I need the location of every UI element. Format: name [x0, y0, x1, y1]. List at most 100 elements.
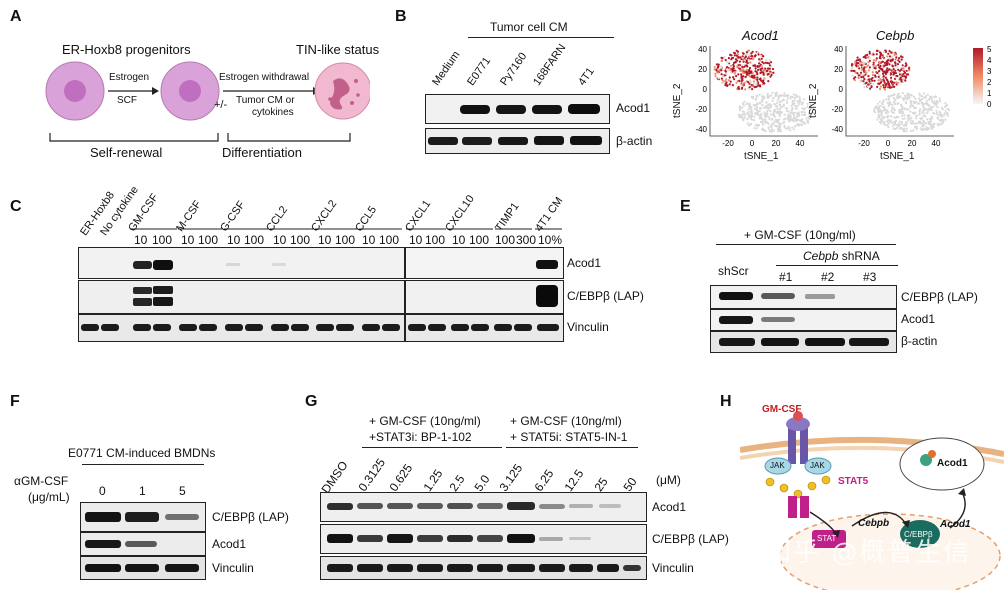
tsne-point: [771, 99, 774, 102]
tsne-xlabel-acod1: tSNE_1: [744, 151, 779, 162]
tsne-point: [782, 103, 785, 106]
tsne-point: [912, 129, 915, 132]
tsne-point: [918, 110, 921, 113]
dose: 100: [379, 233, 400, 247]
tsne-point: [946, 107, 949, 110]
tsne-point: [901, 117, 904, 120]
tsne-point: [903, 114, 906, 117]
tsne-point: [771, 67, 775, 71]
tsne-point: [900, 80, 903, 83]
tsne-point: [732, 63, 735, 66]
tsne-point: [922, 124, 925, 127]
tsne-point: [879, 52, 883, 55]
tsne-point: [776, 94, 779, 97]
tsne-point: [882, 79, 886, 82]
tsne-point: [793, 125, 797, 128]
tsne-point: [919, 127, 922, 130]
tsne-point: [909, 104, 912, 107]
tsne-point: [714, 75, 717, 78]
panel-f-blot-cebpb: [80, 502, 206, 532]
tsne-point: [905, 127, 909, 130]
tsne-point: [883, 50, 886, 53]
tsne-point: [944, 109, 947, 112]
tsne-point: [738, 65, 741, 68]
tsne-point: [800, 123, 803, 126]
tsne-point: [768, 118, 771, 121]
tsne-point: [878, 100, 881, 103]
tsne-point: [920, 117, 923, 120]
tsne-point: [872, 59, 875, 62]
tsne-point: [746, 118, 749, 121]
tsne-point: [754, 77, 757, 80]
tsne-point: [720, 69, 723, 72]
panel-f-row-vinculin: Vinculin: [212, 561, 254, 575]
tsne-point: [929, 119, 932, 123]
tsne-point: [774, 92, 777, 95]
tsne-point: [792, 114, 796, 117]
tsne-point: [917, 97, 921, 100]
tsne-point: [875, 105, 878, 108]
tsne-point: [764, 61, 767, 64]
tsne-point: [785, 109, 788, 113]
tsne-point: [720, 77, 723, 80]
tsne-point: [749, 61, 752, 64]
tsne-point: [793, 128, 796, 131]
panel-g-line-right: [506, 447, 638, 448]
tsne-point: [894, 69, 897, 72]
tsne-point: [785, 99, 789, 102]
tsne-point: [897, 123, 900, 126]
tsne-point: [792, 93, 795, 96]
tsne-point: [902, 99, 905, 102]
tsne-point: [745, 103, 748, 106]
tsne-point: [922, 107, 925, 110]
tsne-point: [889, 72, 892, 75]
tsne-point: [915, 100, 918, 104]
tsne-point: [762, 97, 765, 100]
tsne-point: [884, 76, 887, 79]
tsne-point: [755, 82, 758, 85]
tsne-point: [738, 79, 741, 82]
tsne-point: [754, 67, 757, 70]
tsne-point: [921, 98, 924, 101]
tsne-point: [909, 119, 912, 122]
tin-nucleus: [330, 78, 350, 110]
tsne-point: [804, 113, 807, 116]
tsne-point: [898, 120, 901, 123]
tsne-point: [741, 79, 744, 82]
tsne-point: [767, 128, 770, 131]
tsne-point: [901, 64, 904, 67]
tsne-point: [886, 101, 889, 104]
tsne-point: [894, 119, 898, 122]
tsne-point: [729, 71, 733, 74]
tsne-point: [757, 53, 760, 56]
tsne-point: [767, 126, 770, 129]
tsne-point: [808, 112, 811, 115]
tsne-point: [907, 92, 910, 95]
tsne-point: [790, 104, 793, 107]
panel-e-row-cebpb: C/EBPβ (LAP): [901, 290, 978, 304]
tsne-point: [727, 79, 730, 82]
panel-g-row-acod1: Acod1: [652, 500, 687, 514]
tsne-point: [859, 63, 862, 66]
tsne-point: [794, 96, 797, 99]
tsne-point: [771, 122, 774, 125]
tsne-point: [880, 67, 883, 70]
tsne-point: [887, 96, 890, 99]
tsne-point: [899, 111, 902, 115]
tsne-point: [923, 112, 926, 115]
tsne-point: [761, 128, 764, 131]
tsne-point: [769, 109, 772, 113]
tsne-point: [893, 108, 896, 112]
tsne-point: [766, 121, 769, 124]
tsne-point: [895, 124, 898, 127]
tsne-point: [867, 64, 870, 67]
tsne-point: [875, 57, 878, 60]
tsne-point: [742, 71, 745, 74]
tsne-x-tick: 0: [886, 139, 891, 148]
tsne-point: [760, 57, 763, 60]
tsne-point: [734, 70, 737, 73]
tsne-point: [890, 51, 893, 54]
tsne-point: [714, 65, 717, 68]
tsne-point: [763, 114, 766, 117]
tsne-point: [875, 53, 878, 56]
